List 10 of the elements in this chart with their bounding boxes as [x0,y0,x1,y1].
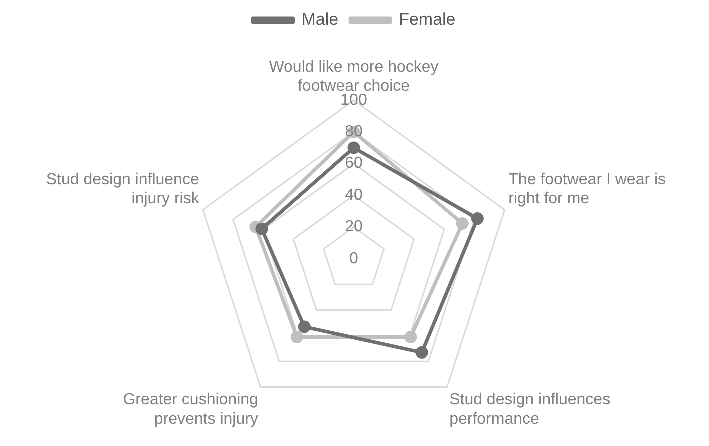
spoke-label: Stud design influence injury risk [46,171,200,208]
y-tick-label: 0 [350,250,359,268]
y-tick-label: 60 [345,155,363,172]
y-tick-label: 40 [345,186,363,204]
legend-label: Female [399,10,456,30]
legend-label: Male [302,10,339,30]
spoke-label: The footwear I wear is right for me [508,171,666,208]
y-tick-label: 20 [345,218,363,236]
spoke-label: Stud design influences performance [450,392,611,428]
spoke-label: Greater cushioning prevents injury [123,392,258,428]
